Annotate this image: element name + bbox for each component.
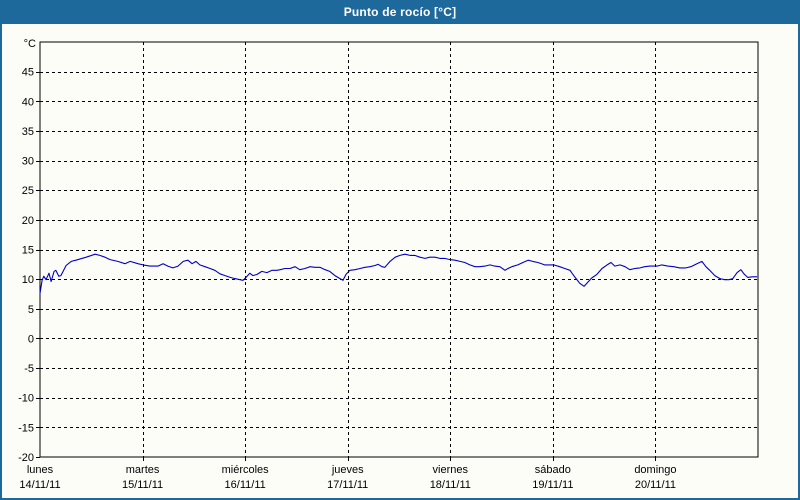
y-tick-label: 5 xyxy=(28,304,34,316)
y-tick-label: 0 xyxy=(28,333,34,345)
day-name-label: miércoles xyxy=(222,464,270,476)
y-tick-label: -15 xyxy=(18,422,34,434)
y-tick-label: -20 xyxy=(18,452,34,464)
chart-title: Punto de rocío [°C] xyxy=(343,5,457,19)
y-tick-label: -10 xyxy=(18,393,34,405)
day-date-label: 15/11/11 xyxy=(122,479,163,491)
y-tick-label: 15 xyxy=(22,245,34,257)
day-name-label: viernes xyxy=(433,464,469,476)
y-tick-label: 25 xyxy=(22,185,34,197)
day-name-label: lunes xyxy=(27,464,54,476)
y-tick-label: 20 xyxy=(22,215,34,227)
day-date-label: 18/11/11 xyxy=(430,479,471,491)
y-tick-label: 10 xyxy=(22,274,34,286)
day-name-label: domingo xyxy=(634,464,676,476)
y-tick-label: 35 xyxy=(22,126,34,138)
y-tick-label: 45 xyxy=(22,67,34,79)
day-name-label: martes xyxy=(126,464,160,476)
y-tick-label: -5 xyxy=(24,363,34,375)
y-tick-label: 30 xyxy=(22,156,34,168)
y-axis-unit-label: °C xyxy=(24,38,36,50)
plot-border xyxy=(39,41,759,458)
chart-title-bar: Punto de rocío [°C] xyxy=(0,0,800,24)
day-date-label: 20/11/11 xyxy=(635,479,676,491)
day-name-label: sábado xyxy=(535,464,571,476)
y-tick-label: 40 xyxy=(22,96,34,108)
day-date-label: 19/11/11 xyxy=(532,479,573,491)
day-date-label: 14/11/11 xyxy=(19,479,60,491)
dewpoint-series-line xyxy=(39,253,758,294)
day-date-label: 16/11/11 xyxy=(225,479,266,491)
day-date-label: 17/11/11 xyxy=(327,479,368,491)
day-name-label: jueves xyxy=(331,464,364,476)
